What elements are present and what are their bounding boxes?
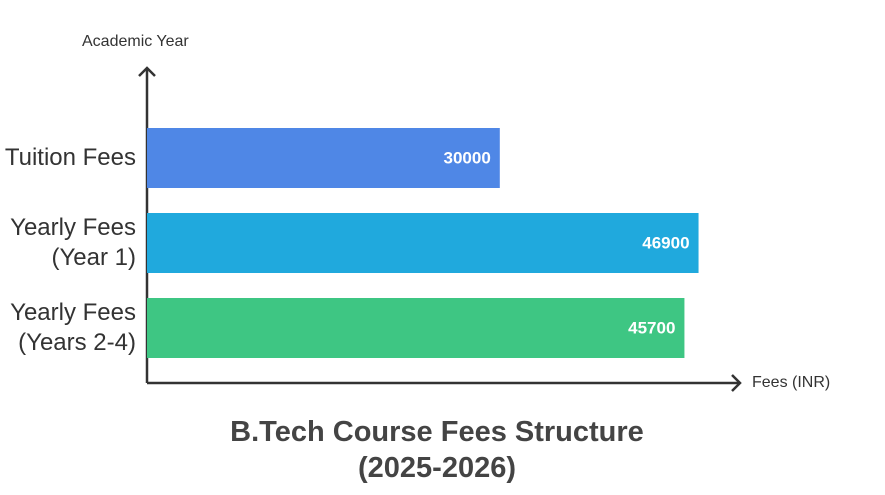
value-label: 46900: [642, 233, 689, 252]
y-tick-label: Yearly Fees (Years 2-4): [10, 299, 136, 356]
bar: [147, 128, 500, 188]
y-axis-label: Academic Year: [82, 33, 189, 50]
y-tick-label: Yearly Fees (Year 1): [10, 214, 136, 271]
value-label: 30000: [444, 148, 491, 167]
bar: [147, 213, 699, 273]
chart-title: B.Tech Course Fees Structure (2025-2026): [230, 416, 644, 484]
x-axis-label: Fees (INR): [752, 374, 831, 391]
value-label: 45700: [628, 318, 675, 337]
y-tick-label: Tuition Fees: [4, 144, 136, 171]
bar: [147, 298, 685, 358]
